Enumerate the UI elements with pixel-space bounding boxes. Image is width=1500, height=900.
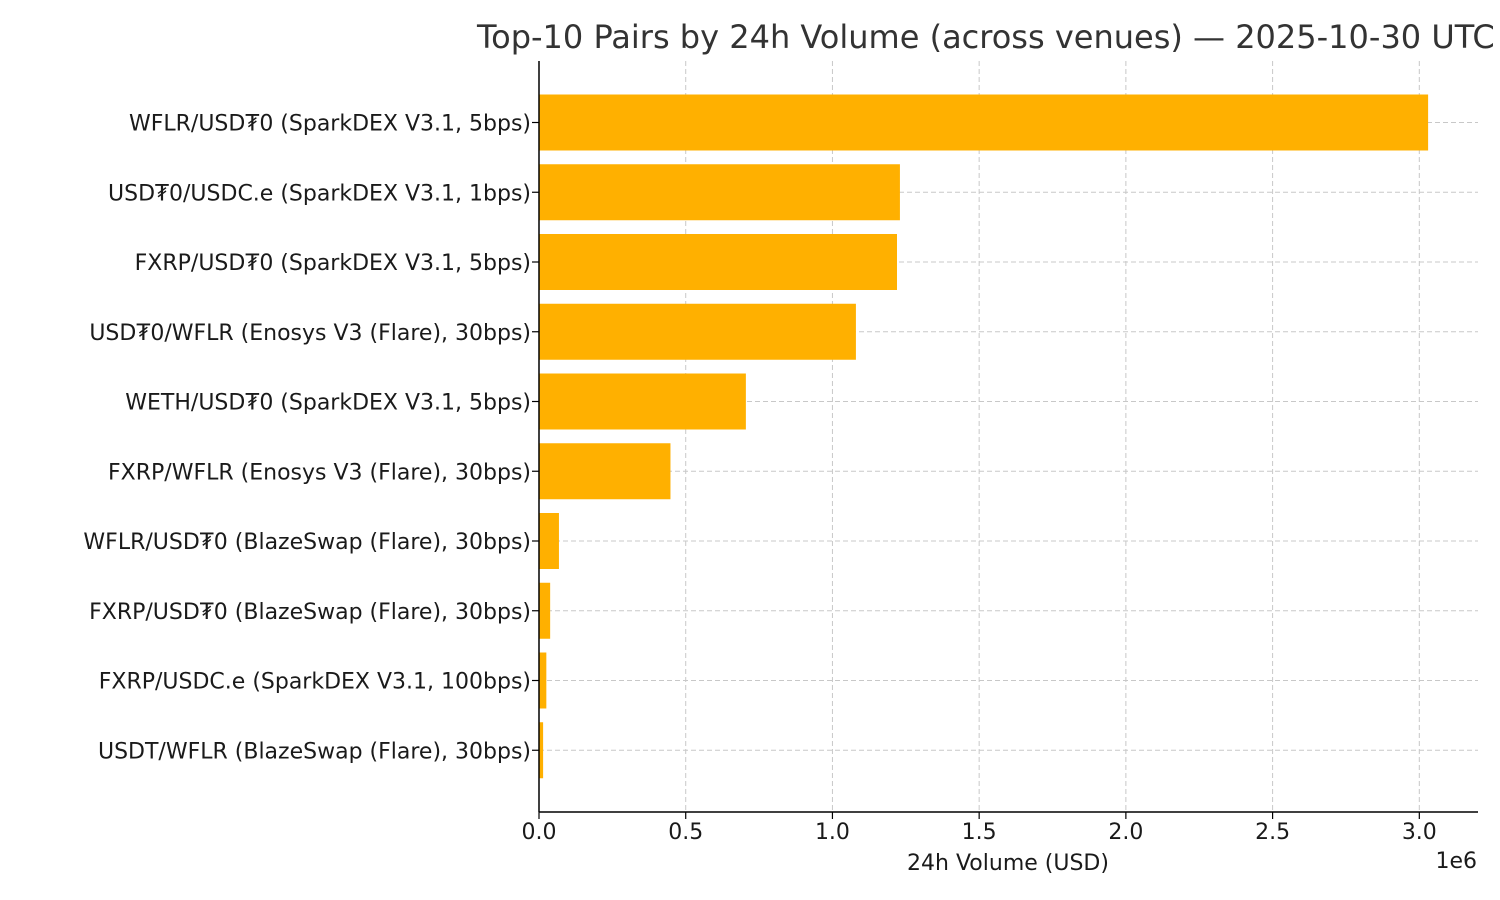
bar <box>539 94 1429 151</box>
bars <box>539 94 1429 779</box>
category-label: FXRP/WFLR (Enosys V3 (Flare), 30bps) <box>108 460 531 485</box>
category-label: WFLR/USD₮0 (BlazeSwap (Flare), 30bps) <box>83 530 531 555</box>
category-label: FXRP/USD₮0 (SparkDEX V3.1, 5bps) <box>135 251 531 276</box>
bar <box>539 303 856 360</box>
bar <box>539 164 900 221</box>
bar <box>539 652 547 709</box>
category-label: FXRP/USDC.e (SparkDEX V3.1, 100bps) <box>99 670 531 695</box>
category-label: FXRP/USD₮0 (BlazeSwap (Flare), 30bps) <box>89 600 531 625</box>
x-tick-label: 0.5 <box>668 820 703 845</box>
axes <box>538 61 1478 813</box>
category-label: USD₮0/WFLR (Enosys V3 (Flare), 30bps) <box>89 321 531 346</box>
x-axis-offset-label: 1e6 <box>1435 849 1477 874</box>
category-label: WFLR/USD₮0 (SparkDEX V3.1, 5bps) <box>129 112 531 137</box>
x-tick-label: 3.0 <box>1402 820 1437 845</box>
category-label: USDT/WFLR (BlazeSwap (Flare), 30bps) <box>98 739 531 764</box>
category-label: USD₮0/USDC.e (SparkDEX V3.1, 1bps) <box>108 181 531 206</box>
category-labels: WFLR/USD₮0 (SparkDEX V3.1, 5bps) USD₮0/US… <box>83 112 539 764</box>
x-tick-label: 2.5 <box>1255 820 1290 845</box>
bar <box>539 582 551 639</box>
x-tick-label: 1.5 <box>962 820 997 845</box>
chart-title: Top-10 Pairs by 24h Volume (across venue… <box>476 18 1495 56</box>
category-label: WETH/USD₮0 (SparkDEX V3.1, 5bps) <box>125 391 531 416</box>
bar <box>539 513 559 569</box>
bar <box>539 443 671 500</box>
bar <box>539 722 544 779</box>
x-tick-label: 2.0 <box>1108 820 1143 845</box>
x-ticks: 0.0 0.5 1.0 1.5 2.0 2.5 3.0 <box>522 812 1437 845</box>
x-tick-label: 0.0 <box>522 820 557 845</box>
bar <box>539 373 746 430</box>
x-tick-label: 1.0 <box>815 820 850 845</box>
x-axis-label: 24h Volume (USD) <box>907 851 1109 876</box>
bar <box>539 234 897 290</box>
